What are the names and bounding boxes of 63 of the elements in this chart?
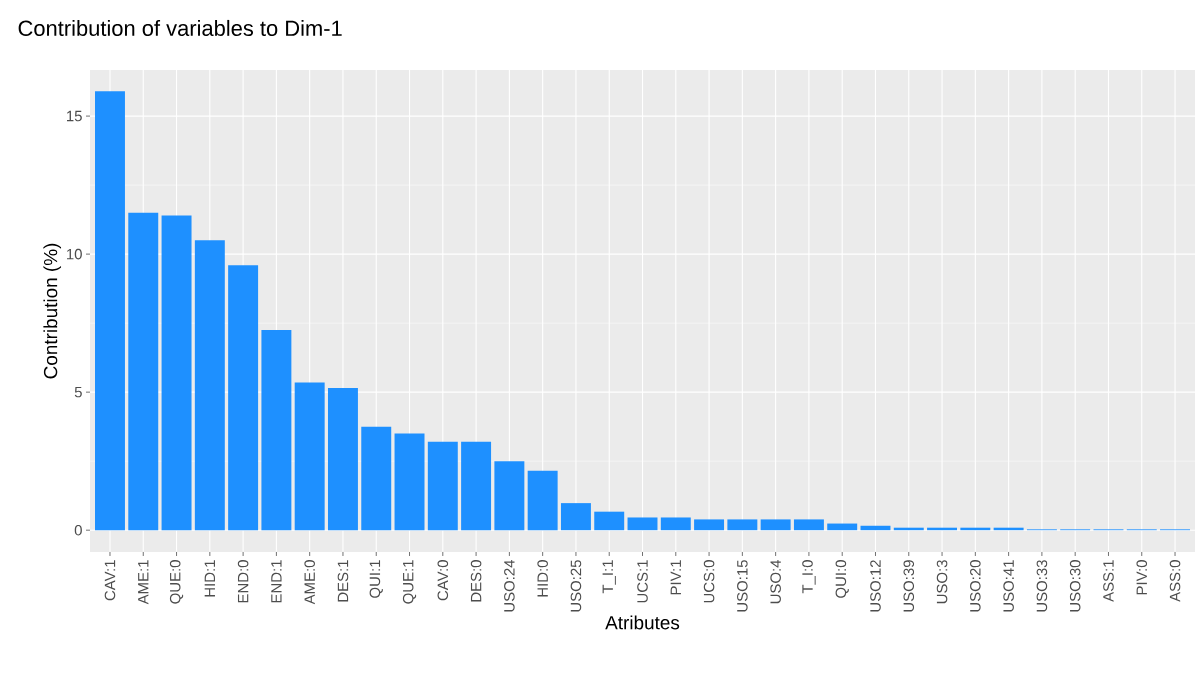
x-tick-label: AME:0 xyxy=(304,560,315,605)
bar xyxy=(361,426,392,531)
x-tick-label: QUI:0 xyxy=(835,560,849,598)
bar xyxy=(627,517,658,531)
bar xyxy=(394,433,425,531)
bar xyxy=(727,519,758,531)
x-tick-label: USO:24 xyxy=(504,559,515,612)
x-tick-label: UCS:1 xyxy=(637,560,648,603)
x-tick-label: USO:15 xyxy=(737,560,748,612)
y-tick-label: 5 xyxy=(74,386,82,398)
y-tick-label: 0 xyxy=(74,524,82,536)
bar xyxy=(128,212,159,531)
bar xyxy=(594,511,625,531)
x-tick-label: USO:25 xyxy=(570,560,582,612)
x-tick-label: USO:4 xyxy=(770,559,781,604)
x-axis-title: Atributes xyxy=(605,615,680,630)
y-axis-title: Contribution (%) xyxy=(43,243,62,379)
x-tick-label: T_I:1 xyxy=(602,560,616,594)
bar xyxy=(760,519,791,531)
x-tick-label: ASS:0 xyxy=(1169,560,1181,602)
x-tick-label: HID:1 xyxy=(204,560,215,597)
bar xyxy=(660,517,691,531)
bar xyxy=(194,240,225,531)
bar xyxy=(95,91,125,531)
x-tick-label: T_I:0 xyxy=(802,560,816,594)
bar xyxy=(294,382,325,531)
x-tick-label: PIV:0 xyxy=(1136,560,1148,595)
y-tick-label: 10 xyxy=(67,248,82,260)
x-tick-label: QUE:0 xyxy=(169,560,184,604)
y-tick-label: 15 xyxy=(67,110,82,122)
bar xyxy=(161,215,192,531)
x-tick-label: QUI:1 xyxy=(369,560,383,598)
bar xyxy=(827,523,858,531)
x-tick-label: END:0 xyxy=(237,560,249,603)
x-tick-label: AME:1 xyxy=(138,560,149,605)
x-tick-label: USO:3 xyxy=(936,560,948,604)
x-tick-label: ASS:1 xyxy=(1103,560,1114,602)
chart-title: Contribution of variables to Dim-1 xyxy=(18,19,342,37)
x-tick-label: DES:0 xyxy=(470,560,482,602)
x-tick-label: USO:30 xyxy=(1069,560,1081,612)
x-tick-label: USO:39 xyxy=(903,560,915,612)
x-tick-label: HID:0 xyxy=(537,560,548,597)
x-tick-label: USO:12 xyxy=(870,560,881,612)
bar xyxy=(793,519,824,531)
bar xyxy=(527,470,558,531)
x-tick-label: CAV:0 xyxy=(437,560,449,601)
bar xyxy=(427,441,458,531)
bar xyxy=(327,388,358,531)
x-tick-label: QUE:1 xyxy=(402,560,417,604)
x-tick-label: END:1 xyxy=(271,560,282,603)
bar xyxy=(560,503,591,531)
x-tick-label: CAV:1 xyxy=(104,560,116,601)
bar xyxy=(228,265,259,531)
x-tick-label: PIV:1 xyxy=(670,560,681,595)
bar xyxy=(461,441,492,531)
x-tick-label: DES:1 xyxy=(337,560,349,602)
x-tick-label: USO:41 xyxy=(1003,560,1014,612)
x-tick-label: USO:20 xyxy=(970,560,981,612)
x-tick-label: UCS:0 xyxy=(703,560,715,603)
bar xyxy=(261,330,292,531)
bar xyxy=(494,461,525,531)
x-tick-label: USO:33 xyxy=(1036,560,1048,612)
bar xyxy=(694,519,725,531)
